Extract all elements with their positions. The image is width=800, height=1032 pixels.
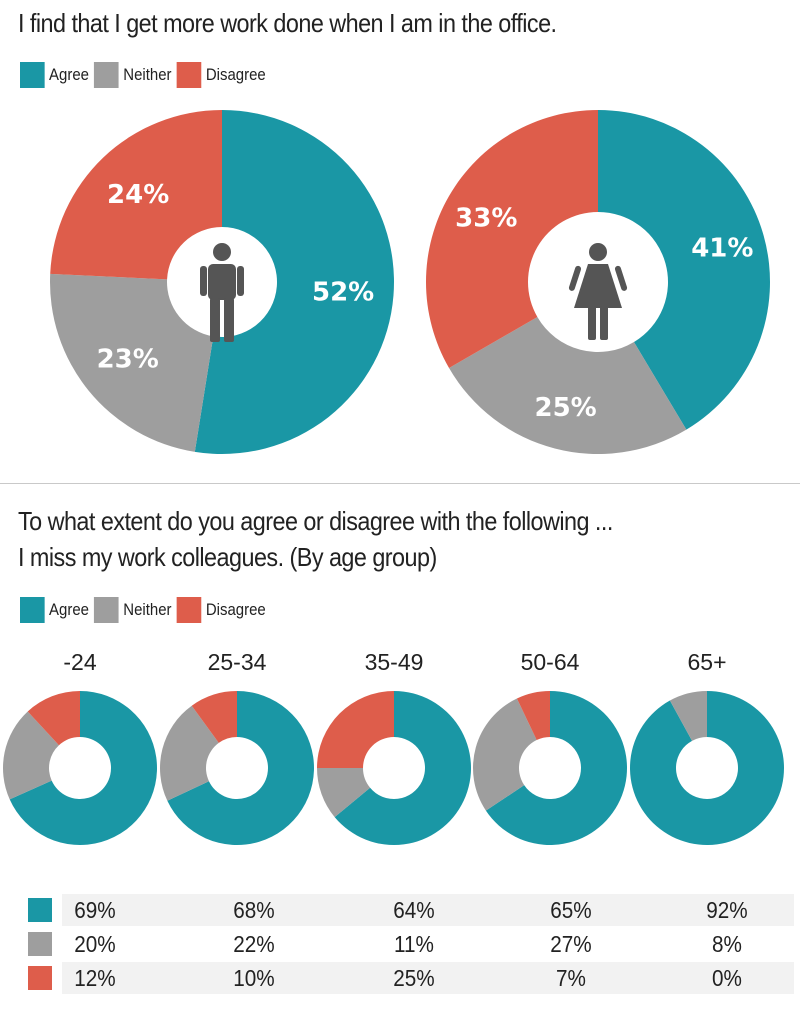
donut-men-label-neither: 23% (97, 345, 159, 375)
row-background (62, 894, 794, 926)
table-cell: 11% (394, 931, 434, 957)
legend-swatch-neither (94, 62, 119, 88)
man-icon (200, 243, 244, 342)
donut-women-slice-disagree (426, 110, 598, 368)
legend-swatch-neither (94, 597, 119, 623)
donut-age-2-slice-agree (334, 691, 471, 845)
donut-women-slice-agree (598, 110, 771, 430)
donut-age-2-slice-disagree (317, 691, 394, 768)
table-row-neither: 20% 22% 11% 27% 8% (0, 928, 800, 960)
age-label: 65+ (687, 649, 726, 675)
legend-label-disagree: Disagree (205, 65, 266, 84)
table-swatch-disagree (28, 966, 52, 990)
legend-label-neither: Neither (123, 600, 172, 619)
table-cell: 68% (233, 897, 275, 923)
donut-age-0-slice-disagree (27, 691, 80, 746)
table-swatch-neither (28, 932, 52, 956)
chart-2-legend: Agree Neither Disagree (20, 597, 271, 623)
donut-men-slice-neither (50, 273, 214, 452)
table-cell: 25% (393, 965, 435, 991)
donut-women-label-agree: 41% (691, 234, 753, 264)
donut-age-4-slice-neither (669, 691, 707, 741)
donut-age-3-slice-disagree (516, 691, 550, 741)
donut-women-label-disagree: 33% (455, 204, 517, 234)
table-cell: 10% (233, 965, 275, 991)
table-cell: 69% (74, 897, 116, 923)
donut-men-slice-agree (194, 110, 395, 455)
donut-age-1-slice-neither (159, 705, 219, 801)
donut-age-2-slice-neither (317, 768, 371, 818)
donut-age-0-slice-neither (2, 711, 59, 800)
donut-men-label-agree: 52% (312, 278, 374, 308)
chart-1-legend: Agree Neither Disagree (20, 62, 271, 88)
row-background (62, 962, 794, 994)
donut-women-slice-neither (449, 317, 687, 455)
donut-men-label-disagree: 24% (107, 180, 169, 210)
donut-men-slice-disagree (50, 110, 222, 280)
age-label: -24 (63, 649, 96, 675)
legend-label-agree: Agree (49, 600, 89, 619)
donut-women-label-neither: 25% (534, 393, 596, 423)
table-swatch-agree (28, 898, 52, 922)
legend-swatch-disagree (176, 597, 202, 623)
donut-age-1-slice-agree (167, 691, 314, 845)
table-cell: 65% (550, 897, 592, 923)
table-cell: 27% (550, 931, 592, 957)
age-label: 35-49 (365, 649, 424, 675)
donut-age-1-slice-disagree (191, 691, 237, 743)
table-cell: 8% (712, 931, 742, 957)
woman-icon (568, 243, 628, 340)
chart-1-title: I find that I get more work done when I … (18, 8, 557, 38)
legend-swatch-disagree (176, 62, 202, 88)
table-cell: 0% (712, 965, 742, 991)
table-row-disagree: 12% 10% 25% 7% 0% (0, 962, 800, 994)
chart-2-title-line2: I miss my work colleagues. (By age group… (18, 542, 437, 572)
table-row-agree: 69% 68% 64% 65% 92% (0, 894, 800, 926)
section-divider (0, 483, 800, 484)
table-cell: 64% (393, 897, 435, 923)
table-cell: 12% (74, 965, 116, 991)
gender-donut-charts: 52% 23% 24% 41% 25% 33% (50, 110, 771, 455)
legend-label-disagree: Disagree (205, 600, 266, 619)
donut-age-3-slice-neither (472, 698, 537, 811)
table-cell: 20% (74, 931, 116, 957)
table-cell: 7% (556, 965, 586, 991)
chart-2-title-line1: To what extent do you agree or disagree … (18, 506, 613, 536)
age-label: 50-64 (521, 649, 580, 675)
table-cell: 92% (706, 897, 748, 923)
legend-label-agree: Agree (49, 65, 89, 84)
legend-swatch-agree (20, 62, 45, 88)
age-label: 25-34 (208, 649, 267, 675)
donut-age-3-slice-agree (485, 691, 627, 845)
table-cell: 22% (233, 931, 275, 957)
donut-age-4-slice-agree (630, 691, 784, 846)
donut-age-0-slice-agree (9, 691, 157, 845)
legend-label-neither: Neither (123, 65, 172, 84)
legend-swatch-agree (20, 597, 45, 623)
